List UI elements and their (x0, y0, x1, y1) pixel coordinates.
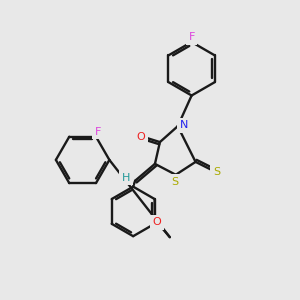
Text: O: O (153, 217, 161, 227)
Text: O: O (137, 132, 146, 142)
Text: S: S (171, 177, 178, 187)
Text: N: N (179, 120, 188, 130)
Text: F: F (95, 127, 101, 137)
Text: F: F (188, 32, 195, 42)
Text: H: H (122, 173, 130, 183)
Text: S: S (213, 167, 220, 177)
